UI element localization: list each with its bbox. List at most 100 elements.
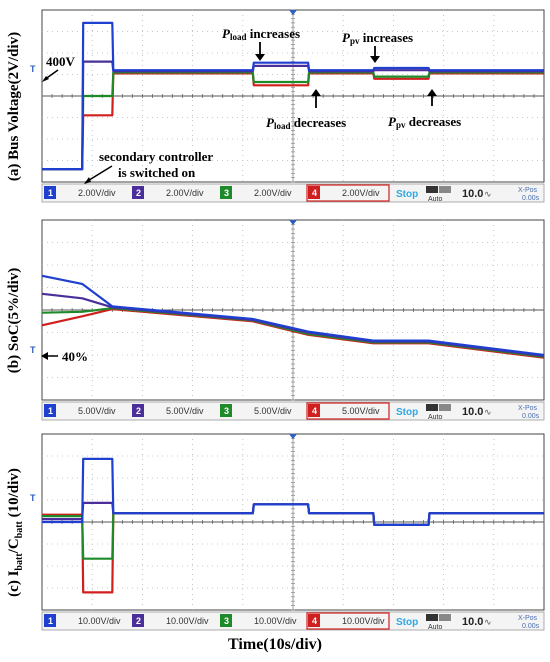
- channel-scale: 2.00V/div: [254, 188, 292, 198]
- channel-badge-1: [44, 614, 56, 627]
- channel-number: 3: [224, 188, 229, 198]
- mode-icon: [439, 186, 451, 193]
- channel-badge-3: [220, 404, 232, 417]
- timebase-value: 10.0: [462, 188, 483, 200]
- panel-c-status-bar: 1 10.00V/div 2 10.00V/div 3 10.00V/div 4 10.00V…: [41, 611, 545, 631]
- channel-badge-2: [132, 186, 144, 199]
- channel-scale: 10.00V/div: [166, 616, 209, 626]
- panel-b-grid: T: [30, 219, 545, 401]
- svg-text:400V: 400V: [46, 54, 76, 69]
- trigger-marker: [289, 220, 297, 225]
- panel-c-grid: T: [30, 433, 545, 611]
- mode-text: Auto: [428, 624, 443, 631]
- mode-text: Auto: [428, 414, 443, 421]
- trace-ch4: [42, 72, 544, 171]
- xpos-value: 0.00s: [522, 623, 540, 630]
- grid-layer: T T T: [30, 9, 545, 611]
- channel-badge-3: [220, 614, 232, 627]
- channel-highlight: [306, 402, 390, 420]
- channel-scale: 10.00V/div: [254, 616, 297, 626]
- timebase-icon: ∿: [484, 189, 492, 199]
- xpos-label: X-Pos: [518, 405, 538, 412]
- xpos-label: X-Pos: [518, 187, 538, 194]
- channel-number: 2: [136, 188, 141, 198]
- xpos-label: X-Pos: [518, 615, 538, 622]
- panel-b-traces: [41, 274, 545, 359]
- trace-ch2: [42, 60, 544, 171]
- trace-ch1: [41, 274, 545, 357]
- channel-marker: T: [30, 345, 36, 355]
- timebase-value: 10.0: [462, 616, 483, 628]
- channel-marker: T: [30, 64, 36, 74]
- annotation-pload-decreases: Pload decreases: [266, 89, 346, 131]
- channel-highlight: [306, 612, 390, 630]
- channel-number: 4: [312, 406, 317, 416]
- channel-badge-2: [132, 614, 144, 627]
- trace-ch1: [42, 21, 544, 171]
- channel-scale: 5.00V/div: [342, 406, 380, 416]
- panel-a-traces: [42, 21, 544, 171]
- xpos-value: 0.00s: [522, 413, 540, 420]
- timebase-value: 10.0: [462, 406, 483, 418]
- panel-a-status-bar: 1 2.00V/div 2 2.00V/div 3 2.00V/div 4 2.00V/div…: [41, 183, 545, 203]
- svg-text:is switched on: is switched on: [118, 165, 196, 180]
- trace-ch3: [42, 71, 544, 171]
- panel-b-status-bar: 1 5.00V/div 2 5.00V/div 3 5.00V/div 4 5.00V/div…: [41, 401, 545, 421]
- channel-number: 4: [312, 188, 317, 198]
- channel-number: 2: [136, 616, 141, 626]
- channel-badge-4: [308, 186, 320, 199]
- channel-scale: 2.00V/div: [166, 188, 204, 198]
- annotation-ppv-decreases: Ppv decreases: [388, 89, 461, 130]
- panel-c-traces: [42, 457, 544, 594]
- status-text: Stop: [396, 189, 418, 200]
- channel-scale: 10.00V/div: [342, 616, 385, 626]
- channel-scale: 2.00V/div: [78, 188, 116, 198]
- annotation-secondary-controller: secondary controller is switched on: [84, 149, 213, 184]
- xpos-value: 0.00s: [522, 195, 540, 202]
- channel-badge-3: [220, 186, 232, 199]
- channel-scale: 2.00V/div: [342, 188, 380, 198]
- channel-scale: 5.00V/div: [254, 406, 292, 416]
- channel-badge-2: [132, 404, 144, 417]
- trigger-marker: [289, 434, 297, 439]
- timebase-icon: ∿: [484, 617, 492, 627]
- timebase-icon: ∿: [484, 407, 492, 417]
- channel-number: 1: [48, 406, 53, 416]
- svg-text:40%: 40%: [62, 349, 88, 364]
- annotation-pload-increases: Pload increases: [222, 26, 300, 61]
- status-text: Stop: [396, 617, 418, 628]
- channel-highlight: [306, 184, 390, 202]
- channel-scale: 5.00V/div: [166, 406, 204, 416]
- channel-number: 1: [48, 188, 53, 198]
- channel-number: 4: [312, 616, 317, 626]
- channel-number: 1: [48, 616, 53, 626]
- status-bar-bg: [41, 611, 545, 631]
- channel-number: 3: [224, 616, 229, 626]
- trace-layer: [41, 21, 545, 594]
- mode-text: Auto: [428, 196, 443, 203]
- mode-icon: [426, 186, 438, 193]
- channel-badge-4: [308, 614, 320, 627]
- mode-icon: [439, 404, 451, 411]
- x-axis-label: Time(10s/div): [228, 636, 322, 653]
- channel-badge-1: [44, 404, 56, 417]
- channel-scale: 5.00V/div: [78, 406, 116, 416]
- channel-scale: 10.00V/div: [78, 616, 121, 626]
- mode-icon: [426, 404, 438, 411]
- mode-icon: [439, 614, 451, 621]
- channel-badge-4: [308, 404, 320, 417]
- panel-a-grid: T: [30, 9, 545, 183]
- status-text: Stop: [396, 407, 418, 418]
- annotation-ppv-increases: Ppv increases: [342, 30, 413, 63]
- trace-ch1: [42, 457, 544, 526]
- status-bar-layer: 1 2.00V/div 2 2.00V/div 3 2.00V/div 4 2.00V/div…: [41, 183, 545, 631]
- channel-badge-1: [44, 186, 56, 199]
- trigger-marker: [289, 10, 297, 15]
- channel-number: 3: [224, 406, 229, 416]
- annotation-40pct: 40%: [41, 349, 88, 364]
- status-bar-bg: [41, 183, 545, 203]
- channel-number: 2: [136, 406, 141, 416]
- svg-text:Ppv decreases: Ppv decreases: [388, 114, 461, 130]
- mode-icon: [426, 614, 438, 621]
